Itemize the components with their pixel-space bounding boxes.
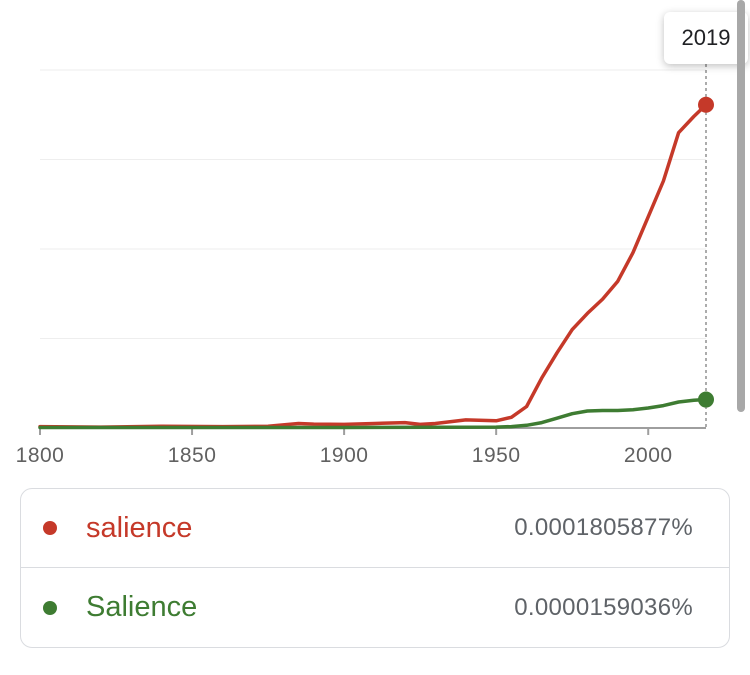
ngram-line-chart: 1800 1850 1900 1950 2000 [16, 64, 714, 467]
x-tick-label: 1900 [320, 444, 369, 467]
scrollbar[interactable] [737, 0, 745, 412]
series-dot-icon [43, 521, 57, 535]
legend-panel: salience 0.0001805877% Salience 0.000015… [20, 488, 730, 648]
tooltip-year: 2019 [681, 25, 731, 50]
x-tick-label: 1850 [168, 444, 217, 467]
series-lines [38, 96, 714, 430]
series-dot-icon [43, 600, 57, 615]
legend-value: 0.0001805877% [514, 514, 693, 541]
legend-term: Salience [86, 591, 198, 623]
legend-row-salience[interactable]: salience 0.0001805877% [21, 489, 729, 568]
legend-term: salience [86, 511, 193, 544]
series-endpoint-Salience[interactable] [698, 391, 714, 408]
x-tick-label: 1950 [472, 444, 521, 467]
legend-value: 0.0000159036% [514, 593, 693, 621]
x-tick-label: 1800 [16, 444, 65, 467]
series-endpoint-salience[interactable] [698, 96, 714, 113]
gridlines [40, 69, 706, 339]
x-tick-labels: 1800 1850 1900 1950 2000 [16, 444, 673, 467]
legend-row-Salience[interactable]: Salience 0.0000159036% [21, 568, 729, 647]
series-line-Salience[interactable] [38, 397, 708, 430]
year-tooltip: 2019 [664, 12, 748, 64]
x-tick-label: 2000 [624, 444, 673, 467]
series-line-salience[interactable] [38, 102, 708, 429]
